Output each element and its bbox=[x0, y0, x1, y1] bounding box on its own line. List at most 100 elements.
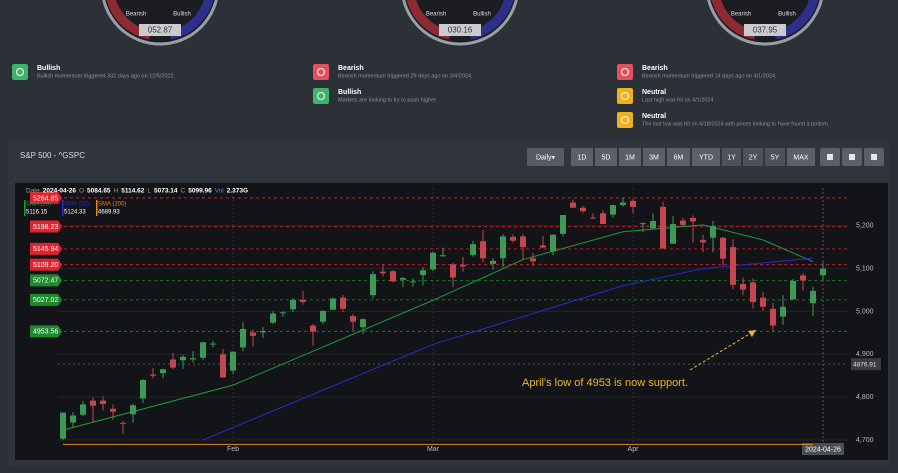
signal-title: Neutral bbox=[642, 113, 666, 120]
y-tick-label: 4,700 bbox=[856, 437, 874, 444]
candle-body bbox=[420, 270, 426, 275]
candle-body bbox=[630, 200, 636, 207]
candle-body bbox=[390, 271, 396, 282]
candle-body bbox=[520, 236, 526, 248]
legend-value: 4689.93 bbox=[98, 210, 120, 216]
candle-body bbox=[140, 380, 146, 399]
range-button[interactable] bbox=[619, 148, 641, 166]
chart-area bbox=[15, 183, 888, 460]
x-tick-label: Feb bbox=[227, 446, 239, 453]
candle-body bbox=[290, 299, 296, 310]
candle-body bbox=[660, 206, 666, 249]
header-vol-label: Vol bbox=[215, 188, 225, 195]
candle-body bbox=[240, 329, 246, 348]
legend-name: SMA (200) bbox=[98, 202, 126, 208]
range-label[interactable]: 1D bbox=[578, 154, 587, 161]
level-label: 4953.56 bbox=[33, 329, 58, 336]
header-close: 5099.96 bbox=[188, 188, 212, 195]
legend-value: 5116.15 bbox=[26, 210, 48, 216]
annotation-arrow bbox=[689, 329, 757, 371]
candle-body bbox=[470, 244, 476, 255]
range-button[interactable] bbox=[692, 148, 720, 166]
range-button[interactable] bbox=[667, 148, 690, 166]
candle-body bbox=[510, 236, 516, 241]
candle-body bbox=[580, 207, 586, 212]
candle-body bbox=[270, 313, 276, 323]
signal-title: Neutral bbox=[642, 89, 666, 96]
range-label[interactable]: 3M bbox=[649, 154, 659, 161]
range-button[interactable] bbox=[571, 148, 593, 166]
level-label: 5198.23 bbox=[33, 224, 58, 231]
candle-body bbox=[740, 284, 746, 290]
marker-tag bbox=[851, 358, 881, 371]
gauge-value: 037.95 bbox=[753, 26, 778, 35]
tool-icon bbox=[871, 154, 877, 160]
header-l-label: L bbox=[147, 188, 151, 195]
y-tick-label: 5,100 bbox=[856, 265, 874, 272]
candle-body bbox=[400, 278, 406, 280]
sma-line bbox=[202, 257, 814, 441]
candle-body bbox=[750, 282, 756, 302]
candle-body bbox=[570, 202, 576, 208]
plot bbox=[60, 197, 826, 445]
candle-body bbox=[800, 275, 806, 281]
range-label[interactable]: 2Y bbox=[749, 154, 758, 161]
candle-body bbox=[100, 400, 106, 404]
range-button[interactable] bbox=[595, 148, 617, 166]
header-open: 5084.65 bbox=[87, 188, 111, 195]
level-tag bbox=[30, 220, 62, 233]
range-button[interactable] bbox=[787, 148, 815, 166]
candle-body bbox=[300, 299, 306, 302]
candle-body bbox=[320, 311, 326, 322]
signal-text: Bearish momentum triggered 29 days ago o… bbox=[338, 73, 473, 79]
panel-title: S&P 500 - ^GSPC bbox=[20, 151, 85, 160]
range-label[interactable]: 5Y bbox=[771, 154, 780, 161]
range-label[interactable]: YTD bbox=[699, 154, 713, 161]
gauge-left-label: Bearish bbox=[731, 12, 751, 18]
range-label[interactable]: 1M bbox=[625, 154, 635, 161]
signal-text: The last low was hit on 4/18/2024 with p… bbox=[642, 121, 830, 127]
range-label[interactable]: 6M bbox=[674, 154, 684, 161]
range-label[interactable]: MAX bbox=[793, 154, 809, 161]
signal-text: Bullish momentum triggered 332 days ago … bbox=[37, 73, 176, 79]
level-tag bbox=[30, 293, 62, 306]
signal-icon bbox=[12, 64, 28, 80]
candle-body bbox=[170, 359, 176, 368]
gauge-right-label: Bullish bbox=[173, 12, 191, 18]
candle-body bbox=[60, 412, 66, 439]
range-label[interactable]: 5D bbox=[602, 154, 611, 161]
candle-body bbox=[820, 268, 826, 276]
level-label: 5145.94 bbox=[33, 246, 58, 253]
level-tag bbox=[30, 258, 62, 271]
candle-body bbox=[530, 258, 536, 262]
interval-label[interactable]: Daily▾ bbox=[536, 154, 556, 161]
tool-icon bbox=[849, 154, 855, 160]
legend-name: SMA (50) bbox=[64, 202, 89, 208]
level-tag bbox=[30, 191, 62, 204]
gauge-value: 052.87 bbox=[148, 26, 173, 35]
range-label[interactable]: 1Y bbox=[727, 154, 736, 161]
candle-body bbox=[650, 221, 656, 229]
range-button[interactable] bbox=[643, 148, 665, 166]
candle-body bbox=[550, 234, 556, 252]
candle-body bbox=[230, 351, 236, 371]
candle-body bbox=[280, 312, 286, 314]
signal-icon bbox=[617, 88, 633, 104]
candle-body bbox=[460, 264, 466, 267]
gauge-value-box bbox=[439, 24, 481, 36]
range-button[interactable] bbox=[722, 148, 741, 166]
candle-body bbox=[80, 404, 86, 415]
range-button[interactable] bbox=[765, 148, 785, 166]
signal-title: Bearish bbox=[338, 65, 364, 72]
gauge-value-box bbox=[139, 24, 181, 36]
gauge-value: 030.16 bbox=[448, 26, 473, 35]
range-button[interactable] bbox=[743, 148, 763, 166]
candle-body bbox=[180, 356, 186, 361]
signal-icon bbox=[313, 64, 329, 80]
candle-body bbox=[70, 415, 76, 423]
signal-icon-glyph bbox=[317, 68, 325, 76]
interval-button[interactable] bbox=[527, 148, 564, 166]
candle-body bbox=[370, 274, 376, 296]
